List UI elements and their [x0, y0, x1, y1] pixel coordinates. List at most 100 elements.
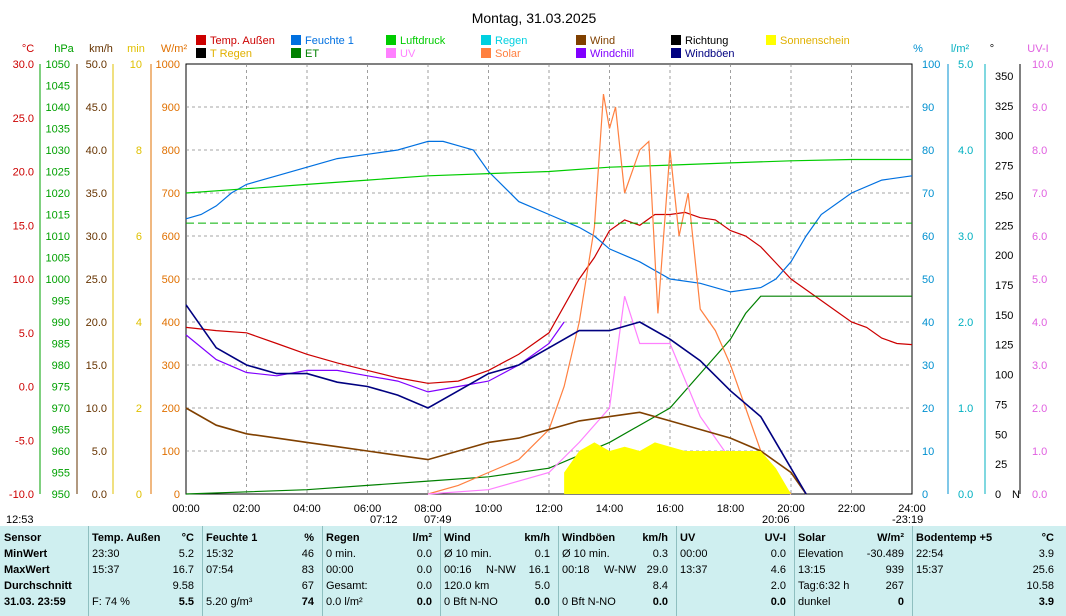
- pressure-tick-label: 950: [52, 489, 70, 501]
- legend-label: Temp. Außen: [210, 35, 275, 47]
- summary-value: 9.58: [172, 580, 194, 592]
- x-tick-label: 00:00: [172, 503, 200, 515]
- wind-axis-label: km/h: [89, 43, 113, 55]
- summary-cell: 0 min.: [326, 548, 356, 560]
- summary-value: 5.0: [534, 580, 550, 592]
- uv-tick-label: 1.0: [1032, 446, 1047, 458]
- summary-unit: %: [304, 532, 314, 544]
- pressure-tick-label: 975: [52, 382, 70, 394]
- summary-value: 74: [301, 596, 314, 608]
- summary-unit: °C: [181, 532, 194, 544]
- humidity-tick-label: 80: [922, 145, 934, 157]
- pressure-tick-label: 955: [52, 468, 70, 480]
- summary-cell: 15:37: [916, 564, 944, 576]
- pressure-tick-label: 1010: [46, 231, 70, 243]
- summary-value: 16.7: [172, 564, 194, 576]
- solar-tick-label: 600: [162, 231, 180, 243]
- legend-swatch: [291, 35, 301, 45]
- summary-value: 5.5: [178, 596, 194, 608]
- summary-cell: N-NW: [486, 564, 516, 576]
- temp-tick-label: -10.0: [9, 489, 34, 501]
- series-et: [185, 295, 912, 495]
- wind-tick-label: 45.0: [86, 102, 107, 114]
- x-tick-label: 06:00: [354, 503, 382, 515]
- solar-tick-label: 1000: [156, 59, 180, 71]
- direction-tick-label: 100: [995, 370, 1013, 382]
- summary-cell: Tag:6:32 h: [798, 580, 850, 592]
- pressure-tick-label: 1000: [46, 274, 70, 286]
- series-windb-en: [185, 304, 807, 495]
- summary-cell: Ø 10 min.: [562, 548, 610, 560]
- direction-tick-label: 125: [995, 340, 1013, 352]
- chart-title: Montag, 31.03.2025: [472, 10, 597, 26]
- summary-cell: 15:32: [206, 548, 234, 560]
- direction-bottom-label: N: [1012, 489, 1020, 501]
- rain-tick-label: 0.0: [958, 489, 973, 501]
- legend-label: Luftdruck: [400, 35, 446, 47]
- summary-value: -30.489: [866, 548, 904, 560]
- uv-tick-label: 10.0: [1032, 59, 1053, 71]
- summary-value: 0.0: [416, 548, 432, 560]
- summary-value: 8.4: [652, 580, 668, 592]
- pressure-tick-label: 1050: [46, 59, 70, 71]
- legend-swatch: [671, 35, 681, 45]
- pressure-tick-label: 1045: [46, 81, 70, 93]
- legend-swatch: [291, 48, 301, 58]
- legend-label: Feuchte 1: [305, 35, 354, 47]
- uv-tick-label: 2.0: [1032, 403, 1047, 415]
- pressure-tick-label: 1035: [46, 124, 70, 136]
- summary-separator: [912, 526, 913, 616]
- summary-value: 267: [885, 580, 904, 592]
- legend-label: Windchill: [590, 48, 634, 60]
- temp-tick-label: 30.0: [13, 59, 34, 71]
- summary-cell: 07:54: [206, 564, 234, 576]
- summary-value: 67: [301, 580, 314, 592]
- weather-chart: 00:00 02:00 04:00 06:00 08:00 10:00 12:00 14:00…: [6, 10, 1053, 526]
- pressure-tick-label: 1025: [46, 167, 70, 179]
- summary-value: 16.1: [528, 564, 550, 576]
- time-marker-label: 20:06: [762, 514, 790, 526]
- pressure-tick-label: 960: [52, 446, 70, 458]
- direction-axis-label: °: [990, 43, 994, 55]
- wind-tick-label: 15.0: [86, 360, 107, 372]
- summary-value: 0.0: [770, 596, 786, 608]
- uv-tick-label: 7.0: [1032, 188, 1047, 200]
- legend-swatch: [196, 35, 206, 45]
- series-luftdruck: [185, 158, 912, 194]
- direction-tick-label: 225: [995, 220, 1013, 232]
- summary-table: Sensor MinWert MaxWert Durchschnitt 31.03. 2…: [0, 526, 1066, 616]
- summary-unit: UV-I: [764, 532, 786, 544]
- legend-swatch: [386, 48, 396, 58]
- x-tick-label: 02:00: [233, 503, 261, 515]
- wind-tick-label: 20.0: [86, 317, 107, 329]
- wind-tick-label: 0.0: [92, 489, 107, 501]
- chart-series: [185, 93, 913, 495]
- x-tick-label: 10:00: [475, 503, 503, 515]
- humidity-tick-label: 20: [922, 403, 934, 415]
- legend-swatch: [196, 48, 206, 58]
- summary-cell: W-NW: [604, 564, 637, 576]
- summary-header: Sensor: [4, 532, 42, 544]
- humidity-axis-label: %: [913, 43, 923, 55]
- rain-tick-label: 4.0: [958, 145, 973, 157]
- sunshine-tick-label: 6: [136, 231, 142, 243]
- humidity-tick-label: 90: [922, 102, 934, 114]
- summary-cell: 00:18: [562, 564, 590, 576]
- direction-tick-label: 175: [995, 280, 1013, 292]
- summary-row-label: 31.03. 23:59: [4, 596, 66, 608]
- summary-value: 3.9: [1038, 596, 1054, 608]
- sunshine-tick-label: 0: [136, 489, 142, 501]
- legend-label: Regen: [495, 35, 527, 47]
- x-tick-label: 14:00: [596, 503, 624, 515]
- summary-header: UV: [680, 532, 696, 544]
- x-tick-label: 16:00: [656, 503, 684, 515]
- uv-tick-label: 5.0: [1032, 274, 1047, 286]
- series-temp-au-en: [185, 211, 913, 384]
- temp-tick-label: 25.0: [13, 113, 34, 125]
- summary-value: 46: [301, 548, 314, 560]
- humidity-tick-label: 10: [922, 446, 934, 458]
- rain-tick-label: 5.0: [958, 59, 973, 71]
- temp-tick-label: 5.0: [19, 328, 34, 340]
- sunshine-tick-label: 2: [136, 403, 142, 415]
- summary-cell: dunkel: [798, 596, 831, 608]
